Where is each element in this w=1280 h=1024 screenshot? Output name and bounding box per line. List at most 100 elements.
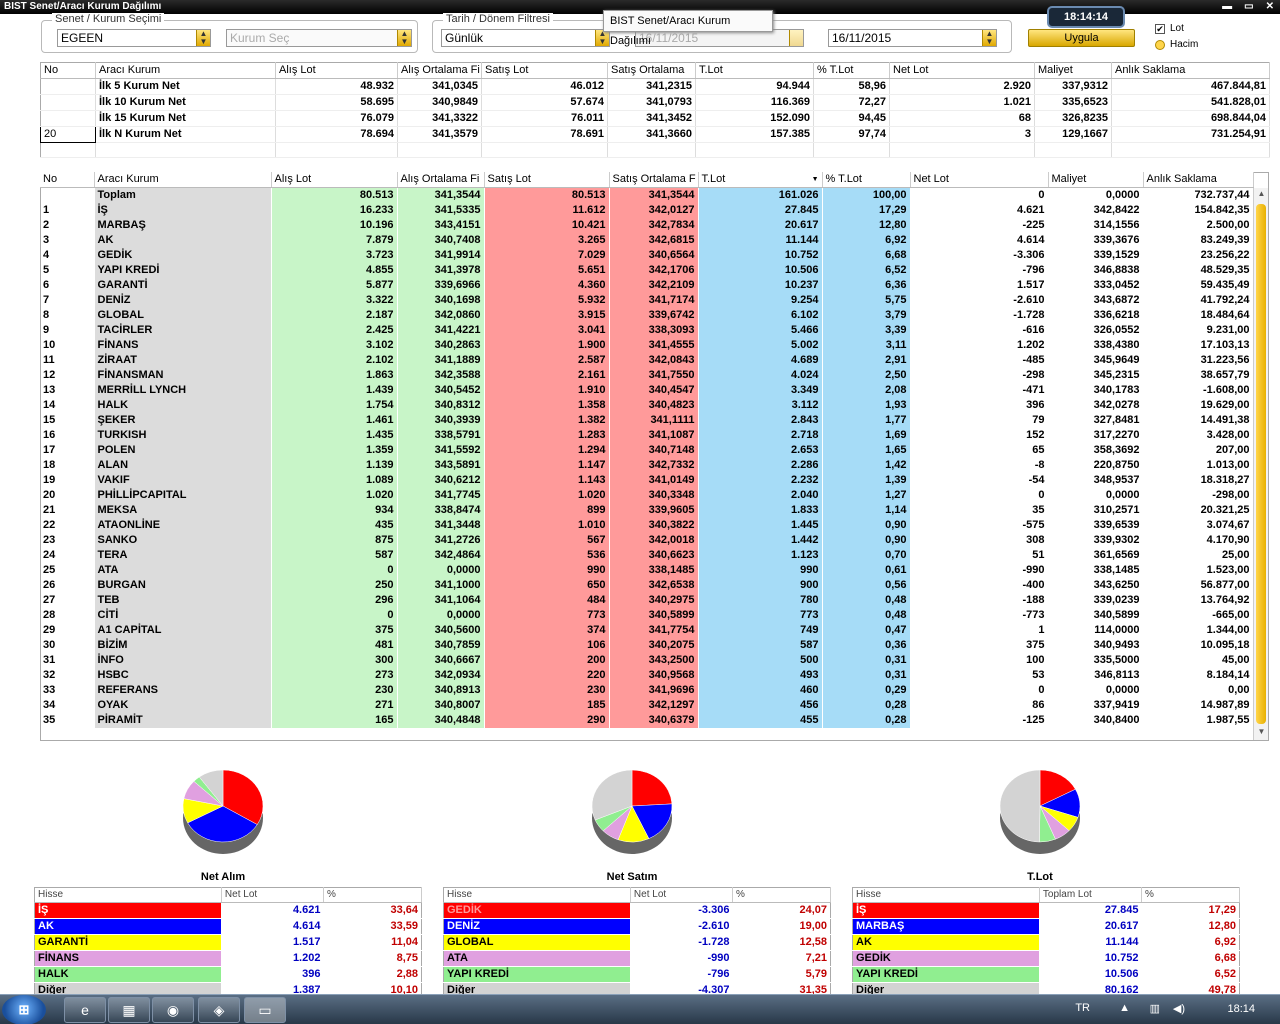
broker-name[interactable]: OYAK bbox=[94, 698, 272, 713]
summary-row[interactable]: 20 İlk N Kurum Net 78.694 341,3579 78.691 341… bbox=[40, 126, 1270, 143]
broker-row[interactable]: 22 ATAONLİNE 435 341,3448 1.010 340,3822 1.445… bbox=[40, 518, 1254, 533]
broker-name[interactable]: FİNANS bbox=[94, 338, 272, 353]
broker-name[interactable]: İNFO bbox=[94, 653, 272, 668]
broker-row[interactable]: 33 REFERANS 230 340,8913 230 341,9696 460 0,29 0… bbox=[40, 683, 1254, 698]
summary-col-header[interactable]: Alış Lot bbox=[275, 62, 398, 79]
broker-name[interactable]: ZİRAAT bbox=[94, 353, 272, 368]
broker-row[interactable]: 25 ATA 0 0,0000 990 338,1485 990 0,61 -990 338,14… bbox=[40, 563, 1254, 578]
broker-name[interactable]: VAKIF bbox=[94, 473, 272, 488]
broker-row[interactable]: 13 MERRİLL LYNCH 1.439 340,5452 1.910 340,454… bbox=[40, 383, 1254, 398]
scroll-thumb[interactable] bbox=[1256, 204, 1266, 724]
broker-name[interactable]: TACİRLER bbox=[94, 323, 272, 338]
broker-row[interactable]: 30 BİZİM 481 340,7859 106 340,2075 587 0,36 375 3… bbox=[40, 638, 1254, 653]
broker-row[interactable]: 11 ZİRAAT 2.102 341,1889 2.587 342,0843 4.689 2… bbox=[40, 353, 1254, 368]
legend-col-header[interactable]: Hisse bbox=[443, 887, 631, 903]
broker-name[interactable]: GLOBAL bbox=[94, 308, 272, 323]
legend-row[interactable]: ATA -990 7,21 bbox=[443, 950, 831, 967]
summary-row-count[interactable] bbox=[40, 110, 96, 127]
broker-name[interactable]: ATAONLİNE bbox=[94, 518, 272, 533]
summary-col-header[interactable]: T.Lot bbox=[695, 62, 814, 79]
broker-row[interactable]: 17 POLEN 1.359 341,5592 1.294 340,7148 2.653 1,… bbox=[40, 443, 1254, 458]
radio-hacim[interactable]: Hacim bbox=[1155, 39, 1198, 50]
broker-name[interactable]: BİZİM bbox=[94, 638, 272, 653]
broker-row[interactable]: 21 MEKSA 934 338,8474 899 339,9605 1.833 1,14 35… bbox=[40, 503, 1254, 518]
summary-col-header[interactable]: Anlık Saklama bbox=[1111, 62, 1270, 79]
broker-row[interactable]: 27 TEB 296 341,1064 484 340,2975 780 0,48 -188 33… bbox=[40, 593, 1254, 608]
legend-col-header[interactable]: Net Lot bbox=[630, 887, 733, 903]
broker-name[interactable]: MERRİLL LYNCH bbox=[94, 383, 272, 398]
broker-name[interactable]: İŞ bbox=[94, 203, 272, 218]
legend-col-header[interactable]: % bbox=[1141, 887, 1241, 903]
broker-name[interactable]: GARANTİ bbox=[94, 278, 272, 293]
summary-col-header[interactable]: No bbox=[40, 62, 96, 79]
pie-slice[interactable] bbox=[999, 769, 1041, 843]
broker-name[interactable]: GEDİK bbox=[94, 248, 272, 263]
broker-name[interactable]: HALK bbox=[94, 398, 272, 413]
broker-row[interactable]: 4 GEDİK 3.723 341,9914 7.029 340,6564 10.752 6,… bbox=[40, 248, 1254, 263]
broker-row[interactable]: 23 SANKO 875 341,2726 567 342,0018 1.442 0,90 30… bbox=[40, 533, 1254, 548]
broker-name[interactable]: YAPI KREDİ bbox=[94, 263, 272, 278]
broker-name[interactable]: FİNANSMAN bbox=[94, 368, 272, 383]
pie-slice[interactable] bbox=[198, 769, 224, 807]
ie-icon[interactable]: e bbox=[64, 997, 106, 1023]
broker-row[interactable]: 28 CİTİ 0 0,0000 773 340,5899 773 0,48 -773 340,5… bbox=[40, 608, 1254, 623]
main-col-header[interactable]: Net Lot bbox=[910, 172, 1049, 188]
broker-name[interactable]: HSBC bbox=[94, 668, 272, 683]
chrome-icon[interactable]: ◉ bbox=[152, 997, 194, 1023]
summary-row[interactable]: İlk 10 Kurum Net 58.695 340,9849 57.674 341,… bbox=[40, 94, 1270, 111]
senet-select[interactable]: EGEEN ▲ ▼ bbox=[57, 29, 211, 47]
legend-row[interactable]: MARBAŞ 20.617 12,80 bbox=[852, 918, 1240, 935]
broker-row[interactable]: 2 MARBAŞ 10.196 343,4151 10.421 342,7834 20.61… bbox=[40, 218, 1254, 233]
legend-row[interactable]: FİNANS 1.202 8,75 bbox=[34, 950, 422, 967]
date-end-field[interactable]: 16/11/2015 ▲ ▼ bbox=[828, 29, 997, 47]
summary-row-count[interactable] bbox=[40, 78, 96, 95]
broker-row[interactable]: 19 VAKIF 1.089 340,6212 1.143 341,0149 2.232 1,… bbox=[40, 473, 1254, 488]
broker-name[interactable]: BURGAN bbox=[94, 578, 272, 593]
broker-name[interactable]: PİRAMİT bbox=[94, 713, 272, 728]
legend-row[interactable]: GEDİK 10.752 6,68 bbox=[852, 950, 1240, 967]
broker-row[interactable]: 1 İŞ 16.233 341,5335 11.612 342,0127 27.845 17,… bbox=[40, 203, 1254, 218]
summary-row-count[interactable]: 20 bbox=[40, 126, 96, 143]
check-icon[interactable]: ✔ bbox=[1155, 23, 1165, 34]
broker-name[interactable]: PHİLLİPCAPITAL bbox=[94, 488, 272, 503]
spin-arrows-icon[interactable]: ▲ ▼ bbox=[397, 30, 411, 46]
broker-row[interactable]: 12 FİNANSMAN 1.863 342,3588 2.161 341,7550 4.0… bbox=[40, 368, 1254, 383]
legend-row[interactable]: İŞ 4.621 33,64 bbox=[34, 902, 422, 919]
pie-slice[interactable] bbox=[1039, 769, 1076, 807]
scroll-up-icon[interactable]: ▲ bbox=[1257, 189, 1266, 198]
main-col-header[interactable]: Satış Ortalama F bbox=[609, 172, 699, 188]
legend-row[interactable]: DENİZ -2.610 19,00 bbox=[443, 918, 831, 935]
legend-row[interactable]: İŞ 27.845 17,29 bbox=[852, 902, 1240, 919]
broker-name[interactable]: TEB bbox=[94, 593, 272, 608]
broker-row[interactable]: 32 HSBC 273 342,0934 220 340,9568 493 0,31 53 346… bbox=[40, 668, 1254, 683]
broker-row[interactable]: 6 GARANTİ 5.877 339,6966 4.360 342,2109 10.237… bbox=[40, 278, 1254, 293]
pie-slice[interactable] bbox=[591, 769, 633, 821]
legend-row[interactable]: AK 4.614 33,59 bbox=[34, 918, 422, 935]
apply-button[interactable]: Uygula bbox=[1028, 29, 1135, 47]
broker-name[interactable]: MEKSA bbox=[94, 503, 272, 518]
legend-row[interactable]: GLOBAL -1.728 12,58 bbox=[443, 934, 831, 951]
summary-row-count[interactable] bbox=[40, 94, 96, 111]
maximize-icon[interactable]: ▭ bbox=[1244, 1, 1254, 12]
broker-row[interactable]: 7 DENİZ 3.322 340,1698 5.932 341,7174 9.254 5,7… bbox=[40, 293, 1254, 308]
summary-col-header[interactable]: % T.Lot bbox=[813, 62, 890, 79]
broker-name[interactable]: ŞEKER bbox=[94, 413, 272, 428]
broker-name[interactable]: TERA bbox=[94, 548, 272, 563]
period-select[interactable]: Günlük ▲ ▼ bbox=[441, 29, 610, 47]
calendar-icon[interactable] bbox=[789, 30, 803, 46]
broker-row[interactable]: 34 OYAK 271 340,8007 185 342,1297 456 0,28 86 337… bbox=[40, 698, 1254, 713]
summary-col-header[interactable]: Satış Lot bbox=[481, 62, 608, 79]
broker-row[interactable]: 14 HALK 1.754 340,8312 1.358 340,4823 3.112 1,9… bbox=[40, 398, 1254, 413]
broker-name[interactable]: A1 CAPİTAL bbox=[94, 623, 272, 638]
summary-col-header[interactable]: Aracı Kurum bbox=[95, 62, 276, 79]
broker-row[interactable]: 16 TURKISH 1.435 338,5791 1.283 341,1087 2.718… bbox=[40, 428, 1254, 443]
legend-col-header[interactable]: Hisse bbox=[34, 887, 222, 903]
legend-col-header[interactable]: Net Lot bbox=[221, 887, 324, 903]
pie-slice[interactable] bbox=[187, 805, 258, 843]
broker-row[interactable]: 10 FİNANS 3.102 340,2863 1.900 341,4555 5.002 3… bbox=[40, 338, 1254, 353]
volume-icon[interactable]: ◀) bbox=[1172, 1003, 1185, 1015]
app-icon[interactable]: ▦ bbox=[108, 997, 150, 1023]
broker-row[interactable]: 24 TERA 587 342,4864 536 340,6623 1.123 0,70 51 3… bbox=[40, 548, 1254, 563]
radio-lot[interactable]: ✔ Lot bbox=[1155, 23, 1184, 34]
main-col-header[interactable]: No bbox=[40, 172, 95, 188]
